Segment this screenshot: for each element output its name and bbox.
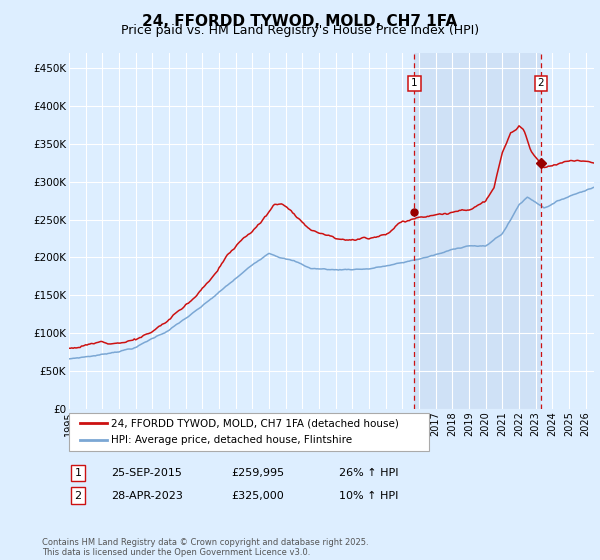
Text: 24, FFORDD TYWOD, MOLD, CH7 1FA (detached house): 24, FFORDD TYWOD, MOLD, CH7 1FA (detache… (111, 418, 399, 428)
Text: 26% ↑ HPI: 26% ↑ HPI (339, 468, 398, 478)
Text: 1: 1 (411, 78, 418, 88)
Text: Price paid vs. HM Land Registry's House Price Index (HPI): Price paid vs. HM Land Registry's House … (121, 24, 479, 37)
Text: 25-SEP-2015: 25-SEP-2015 (111, 468, 182, 478)
Text: 24, FFORDD TYWOD, MOLD, CH7 1FA: 24, FFORDD TYWOD, MOLD, CH7 1FA (142, 14, 458, 29)
Text: £259,995: £259,995 (231, 468, 284, 478)
Text: 2: 2 (74, 491, 82, 501)
Text: 1: 1 (74, 468, 82, 478)
Text: 28-APR-2023: 28-APR-2023 (111, 491, 183, 501)
Text: 10% ↑ HPI: 10% ↑ HPI (339, 491, 398, 501)
Bar (415, 53, 541, 409)
Text: £325,000: £325,000 (231, 491, 284, 501)
Text: 2: 2 (538, 78, 544, 88)
Text: Contains HM Land Registry data © Crown copyright and database right 2025.
This d: Contains HM Land Registry data © Crown c… (42, 538, 368, 557)
Text: HPI: Average price, detached house, Flintshire: HPI: Average price, detached house, Flin… (111, 435, 352, 445)
